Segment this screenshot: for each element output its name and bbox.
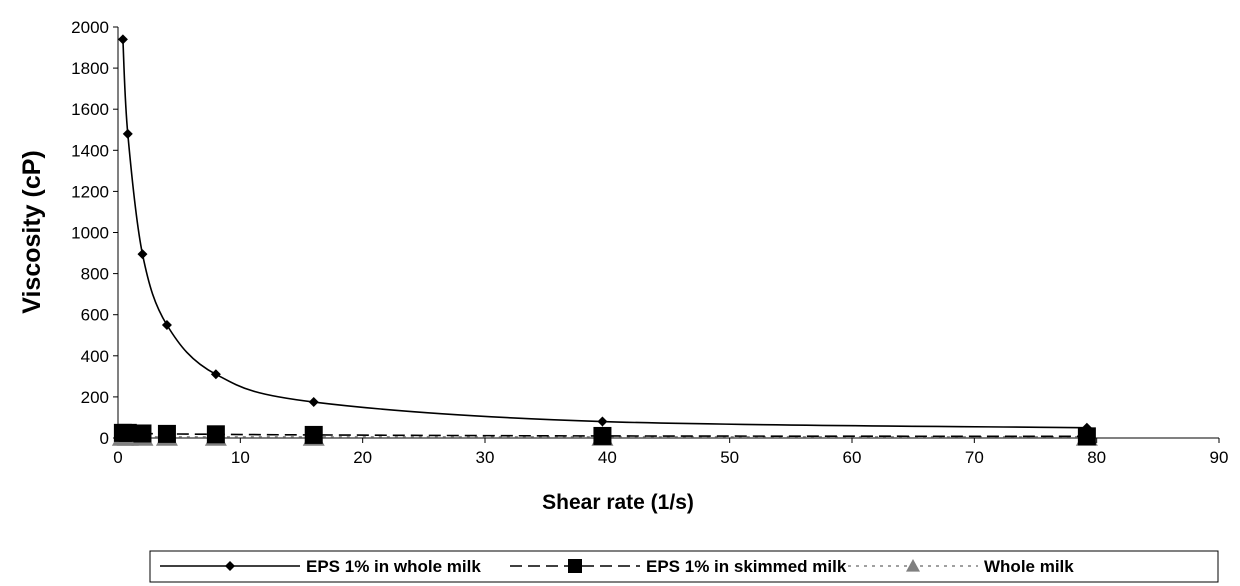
data-point	[308, 397, 319, 408]
legend-label: Whole milk	[984, 557, 1074, 576]
data-point	[206, 425, 225, 444]
x-tick-label: 10	[231, 448, 250, 467]
y-tick-label: 1400	[71, 141, 109, 160]
data-point	[1081, 422, 1092, 433]
y-tick-label: 0	[100, 429, 109, 448]
x-tick-label: 90	[1210, 448, 1229, 467]
x-tick-label: 70	[965, 448, 984, 467]
y-tick-label: 200	[81, 388, 109, 407]
y-tick-label: 600	[81, 306, 109, 325]
legend-label: EPS 1% in skimmed milk	[646, 557, 847, 576]
data-point	[597, 416, 608, 427]
legend-item: EPS 1% in whole milk	[160, 557, 481, 576]
legend-label: EPS 1% in whole milk	[306, 557, 481, 576]
y-tick-label: 1800	[71, 59, 109, 78]
data-point	[304, 425, 323, 444]
data-point	[137, 249, 148, 260]
data-point	[117, 34, 128, 45]
series-layer	[111, 34, 1098, 446]
x-tick-label: 60	[843, 448, 862, 467]
x-tick-label: 20	[353, 448, 372, 467]
y-tick-label: 800	[81, 265, 109, 284]
y-axis-ticks: 0 200 400 600 800 1000 1200 1400 1600 1800 2000	[71, 18, 118, 448]
data-point	[118, 423, 137, 442]
x-tick-label: 30	[476, 448, 495, 467]
y-tick-label: 1200	[71, 182, 109, 201]
x-tick-label: 80	[1087, 448, 1106, 467]
x-tick-label: 50	[720, 448, 739, 467]
legend-swatch-marker	[906, 559, 920, 572]
series-eps-1-in-skimmed-milk	[113, 423, 1096, 446]
legend-swatch-marker	[568, 559, 582, 573]
y-tick-label: 1000	[71, 224, 109, 243]
x-axis-title: Shear rate (1/s)	[542, 491, 694, 514]
legend-swatch-marker	[225, 561, 235, 571]
data-point	[210, 369, 221, 380]
y-axis-title: Viscosity (cP)	[18, 150, 46, 314]
series-line	[122, 39, 1087, 429]
x-tick-label: 0	[113, 448, 122, 467]
legend-box	[149, 550, 1219, 583]
legend: EPS 1% in whole milk EPS 1% in skimmed mi…	[149, 550, 1219, 583]
data-point	[133, 424, 152, 443]
legend-item: EPS 1% in skimmed milk	[510, 557, 847, 576]
data-point	[122, 128, 133, 139]
data-point	[161, 319, 172, 330]
x-tick-label: 40	[598, 448, 617, 467]
data-point	[593, 426, 612, 445]
data-point	[157, 424, 176, 443]
series-line	[122, 432, 1087, 438]
y-tick-label: 2000	[71, 18, 109, 37]
x-axis-ticks: 0 10 20 30 40 50 60 70 80 90	[113, 438, 1228, 467]
y-tick-label: 400	[81, 347, 109, 366]
data-point	[1077, 427, 1096, 446]
legend-item: Whole milk	[848, 557, 1074, 576]
y-tick-label: 1600	[71, 100, 109, 119]
series-eps-1-in-whole-milk	[117, 34, 1092, 433]
